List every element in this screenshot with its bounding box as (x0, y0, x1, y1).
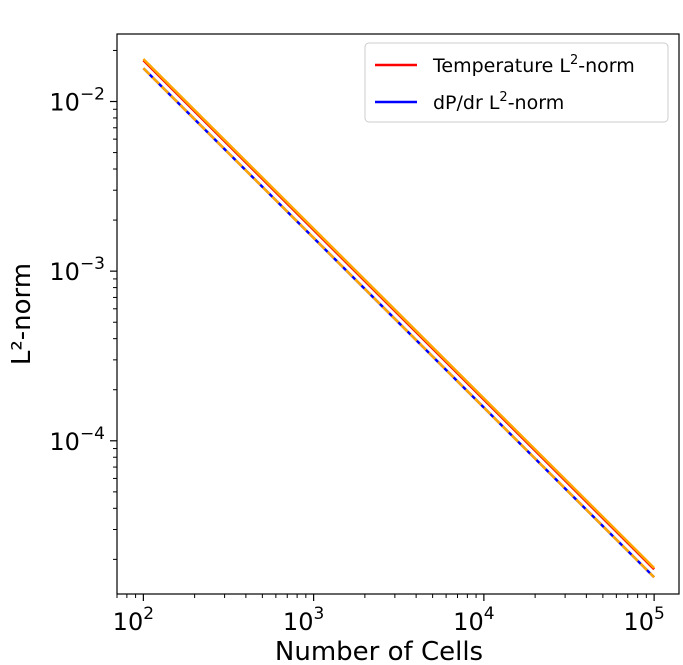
series-layer (142, 58, 656, 579)
x-tick-label-0: 102 (113, 604, 154, 636)
legend-box (364, 42, 669, 123)
legend-label-0: Temperature L2-norm (432, 53, 635, 77)
plot-frame (116, 33, 680, 595)
y-tick-label-2: 10−4 (49, 424, 105, 456)
y-tick-label-1: 10−3 (49, 254, 105, 286)
axes-layer: 102 103 104 105 10−2 10−3 10−4 Number of Cells L… (7, 33, 680, 665)
legend: Temperature L2-norm dP/dr L2-norm (364, 42, 669, 123)
y-axis-label: L²-norm (7, 263, 37, 365)
series-line-1 (142, 58, 656, 569)
x-axis-label: Number of Cells (275, 637, 483, 665)
series-line-3 (142, 67, 656, 579)
x-tick-label-2: 104 (453, 604, 494, 636)
y-tick-label-0: 10−2 (49, 85, 105, 117)
x-tick-label-1: 103 (283, 604, 324, 636)
x-tick-label-3: 105 (623, 604, 664, 636)
legend-label-1: dP/dr L2-norm (433, 90, 564, 114)
